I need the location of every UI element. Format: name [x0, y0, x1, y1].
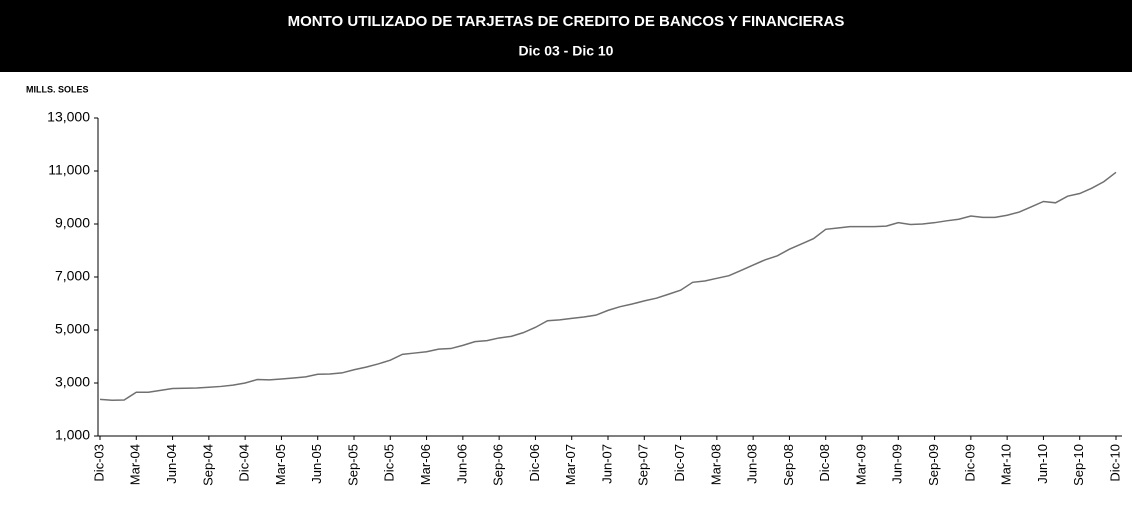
- x-tick-label: Jun-05: [309, 444, 324, 484]
- x-tick-label: Mar-08: [708, 444, 723, 485]
- x-tick-label: Sep-05: [345, 444, 360, 486]
- x-tick-label: Mar-04: [128, 444, 143, 485]
- x-tick-label: Dic-07: [672, 444, 687, 482]
- y-tick-label: 3,000: [55, 374, 90, 390]
- x-tick-label: Dic-08: [817, 444, 832, 482]
- y-tick-label: 11,000: [48, 162, 90, 178]
- x-tick-label: Sep-04: [200, 444, 215, 486]
- chart-title: MONTO UTILIZADO DE TARJETAS DE CREDITO D…: [288, 13, 845, 30]
- x-tick-label: Dic-03: [91, 444, 106, 482]
- y-axis-label: MILLS. SOLES: [26, 84, 89, 94]
- x-tick-label: Dic-06: [527, 444, 542, 482]
- x-tick-label: Mar-09: [853, 444, 868, 485]
- x-tick-label: Mar-05: [273, 444, 288, 485]
- x-tick-label: Jun-06: [454, 444, 469, 484]
- y-tick-label: 1,000: [55, 427, 90, 443]
- y-tick-label: 7,000: [55, 268, 90, 284]
- x-tick-label: Sep-06: [491, 444, 506, 486]
- chart-subtitle: Dic 03 - Dic 10: [519, 43, 614, 59]
- x-tick-label: Sep-10: [1071, 444, 1086, 486]
- x-tick-label: Sep-08: [781, 444, 796, 486]
- x-tick-label: Jun-07: [599, 444, 614, 484]
- title-bar: [0, 0, 1132, 72]
- y-tick-label: 13,000: [47, 109, 90, 125]
- x-tick-label: Mar-06: [418, 444, 433, 485]
- x-tick-label: Mar-07: [563, 444, 578, 485]
- x-tick-label: Dic-09: [962, 444, 977, 482]
- data-line: [99, 171, 1117, 401]
- x-tick-label: Dic-10: [1107, 444, 1122, 482]
- x-tick-label: Dic-05: [382, 444, 397, 482]
- x-tick-label: Dic-04: [237, 444, 252, 482]
- x-tick-label: Jun-08: [745, 444, 760, 484]
- x-tick-label: Sep-09: [926, 444, 941, 486]
- x-tick-label: Mar-10: [999, 444, 1014, 485]
- x-tick-label: Jun-09: [890, 444, 905, 484]
- x-tick-label: Jun-10: [1035, 444, 1050, 484]
- y-tick-label: 5,000: [55, 321, 90, 337]
- x-tick-label: Jun-04: [164, 444, 179, 484]
- x-tick-label: Sep-07: [636, 444, 651, 486]
- y-tick-label: 9,000: [55, 215, 90, 231]
